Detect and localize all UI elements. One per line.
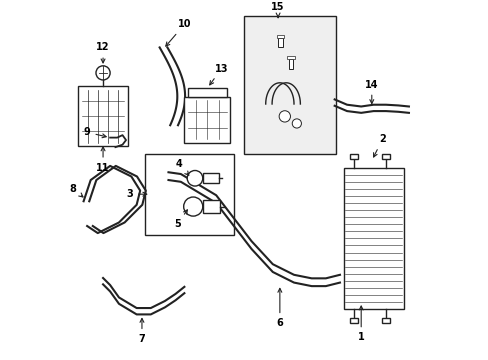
Bar [381,153,389,159]
Bar [349,153,358,159]
Text: 7: 7 [138,319,145,344]
Bar [78,86,127,147]
Bar [278,37,282,48]
Text: 14: 14 [365,80,378,104]
Circle shape [96,66,110,80]
Bar [349,318,358,323]
Text: 5: 5 [174,210,187,229]
Text: 8: 8 [69,184,83,197]
Text: 4: 4 [175,159,188,175]
Bar [184,97,230,143]
Text: 11: 11 [96,147,110,173]
Bar [145,153,233,235]
Text: 9: 9 [83,127,106,138]
Bar [286,56,294,59]
Text: 2: 2 [373,134,385,157]
Text: 1: 1 [357,306,364,342]
Bar [276,35,284,37]
Bar [187,88,226,97]
Text: 13: 13 [209,64,228,85]
Bar [343,168,403,309]
Text: 12: 12 [96,42,110,63]
Bar [288,59,293,69]
Circle shape [187,171,203,186]
Bar [244,15,336,153]
Text: 3: 3 [126,189,146,199]
Text: 15: 15 [271,2,285,17]
Bar [203,200,220,213]
Circle shape [183,197,203,216]
Text: 6: 6 [276,288,283,328]
Circle shape [292,119,301,128]
Circle shape [279,111,290,122]
Text: 10: 10 [165,19,191,46]
Bar [203,173,218,183]
Bar [381,318,389,323]
